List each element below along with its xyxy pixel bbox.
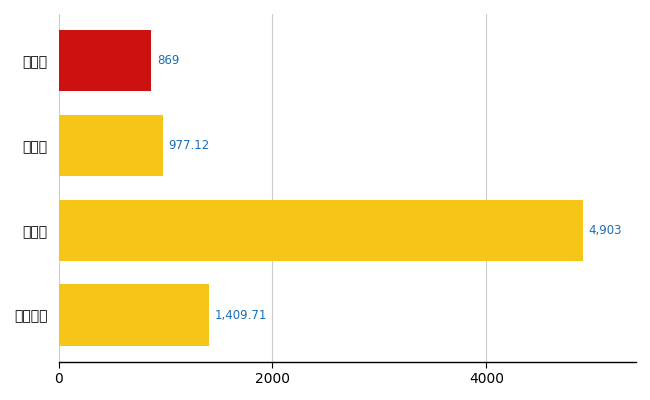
Text: 869: 869 [157, 54, 179, 67]
Bar [58, 200, 583, 261]
Bar [58, 284, 209, 346]
Text: 1,409.71: 1,409.71 [214, 308, 267, 322]
Bar [58, 115, 163, 176]
Bar [58, 30, 151, 91]
Text: 4,903: 4,903 [588, 224, 622, 237]
Text: 977.12: 977.12 [168, 139, 209, 152]
